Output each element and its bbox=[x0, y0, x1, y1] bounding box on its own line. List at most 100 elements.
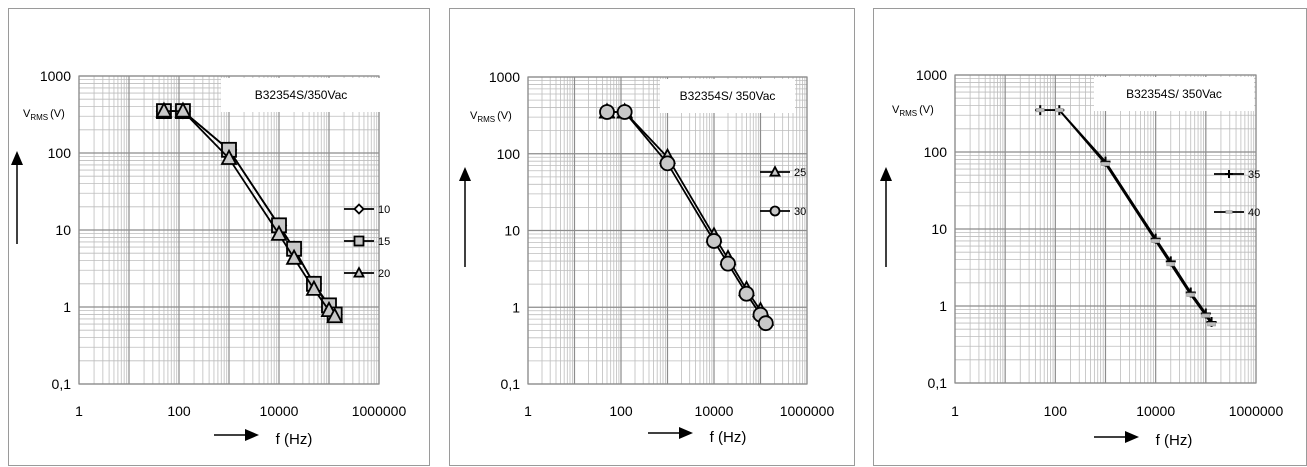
y-axis-label-unit: (V) bbox=[497, 110, 512, 122]
x-tick-label: 10000 bbox=[260, 403, 299, 419]
y-tick-label: 0,1 bbox=[501, 376, 521, 392]
data-point-40 bbox=[1166, 262, 1176, 267]
legend-label: 30 bbox=[794, 206, 806, 218]
x-tick-label: 1000000 bbox=[352, 403, 407, 419]
legend-entry-15: 15 bbox=[344, 235, 390, 248]
title-background bbox=[221, 78, 381, 112]
y-tick-label: 1 bbox=[939, 298, 947, 314]
x-tick-label: 1000000 bbox=[780, 403, 835, 419]
plot-area-border bbox=[78, 75, 380, 385]
legend-marker bbox=[353, 235, 365, 247]
legend-label: 40 bbox=[1248, 207, 1260, 219]
legend-label: 35 bbox=[1248, 169, 1260, 181]
y-tick-label: 10 bbox=[931, 221, 947, 237]
title-background bbox=[1094, 77, 1254, 111]
right-arrow-head bbox=[245, 429, 259, 441]
x-tick-label: 1000000 bbox=[1229, 403, 1284, 419]
data-point-20 bbox=[155, 101, 173, 118]
y-axis-label-main: V bbox=[23, 108, 31, 120]
x-tick-label: 10000 bbox=[695, 403, 734, 419]
legend-marker bbox=[353, 203, 365, 215]
data-point-30 bbox=[706, 233, 722, 249]
x-axis-label: f (Hz) bbox=[710, 429, 747, 446]
series-20 bbox=[155, 101, 344, 324]
y-tick-label: 100 bbox=[48, 145, 72, 161]
data-point-30 bbox=[738, 285, 755, 302]
chart-title-box: B32354S/ 350Vac bbox=[1094, 77, 1254, 111]
chart-title-box: B32354S/350Vac bbox=[221, 78, 381, 112]
x-tick-label: 100 bbox=[1044, 403, 1068, 419]
chart-panel-3: B32354S/ 350Vac 1000 100 10 1 0,1 1 100 10000 100… bbox=[873, 8, 1307, 466]
y-axis-label-unit: (V) bbox=[50, 108, 65, 120]
y-tick-label: 1000 bbox=[916, 67, 947, 83]
right-arrow-head bbox=[1125, 431, 1139, 443]
x-tick-label: 1 bbox=[75, 403, 83, 419]
series-40 bbox=[1035, 108, 1216, 327]
grid bbox=[954, 74, 1257, 384]
data-point-20 bbox=[174, 101, 192, 118]
y-axis-label-sub: RMS bbox=[477, 115, 495, 124]
y-tick-label: 1000 bbox=[489, 69, 520, 85]
legend-entry-35: 35 bbox=[1214, 169, 1260, 181]
legend-entry-25: 25 bbox=[760, 165, 806, 179]
y-tick-label: 10 bbox=[55, 222, 71, 238]
right-arrow-head bbox=[679, 427, 693, 439]
legend-marker bbox=[769, 205, 781, 217]
legend-label: 25 bbox=[794, 167, 806, 179]
y-axis-label-main: V bbox=[892, 104, 900, 116]
legend-marker bbox=[1225, 170, 1233, 178]
chart-title: B32354S/ 350Vac bbox=[1126, 87, 1222, 101]
data-point-30 bbox=[757, 315, 774, 332]
y-tick-label: 0,1 bbox=[52, 376, 72, 392]
legend-label: 10 bbox=[378, 204, 390, 216]
y-axis-label-unit: (V) bbox=[919, 104, 934, 116]
y-tick-label: 1 bbox=[63, 299, 71, 315]
series-30 bbox=[599, 104, 774, 332]
x-tick-label: 100 bbox=[609, 403, 633, 419]
data-point-20 bbox=[305, 279, 323, 296]
grid bbox=[78, 75, 380, 385]
x-tick-label: 1 bbox=[524, 403, 532, 419]
y-axis-label-sub: RMS bbox=[30, 113, 48, 122]
data-point-40 bbox=[1151, 238, 1160, 243]
y-tick-label: 10 bbox=[504, 223, 520, 239]
x-tick-label: 100 bbox=[167, 403, 191, 419]
data-point-40 bbox=[1201, 313, 1211, 318]
legend-marker bbox=[353, 266, 365, 278]
legend-entry-20: 20 bbox=[344, 266, 390, 280]
x-tick-label: 10000 bbox=[1136, 403, 1175, 419]
legend-label: 15 bbox=[378, 236, 390, 248]
data-point-30 bbox=[599, 104, 615, 120]
data-point-40 bbox=[1207, 322, 1216, 327]
chart-panel-1: B32354S/350Vac 1000 100 10 1 0,1 1 100 10000 1000… bbox=[8, 8, 430, 466]
plot-area-border bbox=[954, 74, 1257, 384]
chart-title: B32354S/ 350Vac bbox=[680, 89, 776, 103]
legend-entry-10: 10 bbox=[344, 203, 390, 216]
y-tick-label: 1 bbox=[512, 299, 520, 315]
y-tick-label: 1000 bbox=[40, 68, 71, 84]
legend-label: 20 bbox=[378, 268, 390, 280]
grid bbox=[527, 76, 808, 385]
data-point-20 bbox=[326, 306, 344, 324]
up-arrow-head bbox=[459, 167, 471, 181]
data-point-30 bbox=[616, 104, 633, 120]
y-tick-label: 0,1 bbox=[928, 375, 948, 391]
data-point-30 bbox=[659, 155, 676, 172]
title-background bbox=[660, 79, 795, 113]
y-tick-label: 100 bbox=[497, 146, 521, 162]
data-point-40 bbox=[1186, 292, 1196, 297]
data-point-40 bbox=[1055, 108, 1064, 113]
data-point-40 bbox=[1101, 161, 1110, 166]
data-point-20 bbox=[270, 224, 288, 241]
x-axis-label: f (Hz) bbox=[1156, 432, 1193, 449]
y-axis-label-main: V bbox=[470, 110, 478, 122]
y-axis-label-sub: RMS bbox=[899, 109, 917, 118]
up-arrow-head bbox=[11, 151, 23, 165]
data-point-20 bbox=[220, 148, 238, 165]
data-point-20 bbox=[285, 248, 303, 265]
y-axis-label: VRMS (V) bbox=[470, 110, 512, 124]
legend-entry-40: 40 bbox=[1214, 207, 1260, 219]
